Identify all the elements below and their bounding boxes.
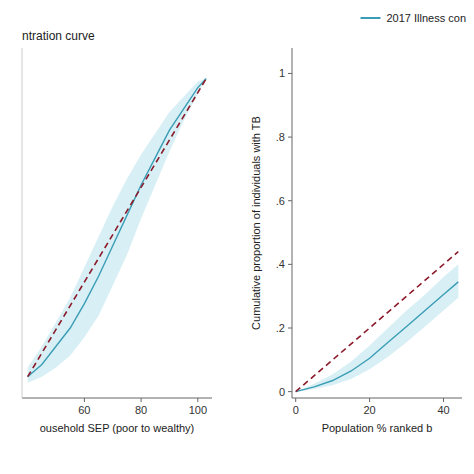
legend: 2017 Illness con xyxy=(361,12,467,24)
y-tick xyxy=(288,328,292,329)
chart-root: 6080100ntration curveousehold SEP (poor … xyxy=(0,0,474,474)
y-axis-line xyxy=(22,48,23,398)
panel: 60 80 100 ntration curve ousehold SEP (poor … xyxy=(22,29,212,434)
x-tick xyxy=(141,398,142,402)
y-axis-line xyxy=(292,48,293,398)
y-tick-label: .4 xyxy=(276,258,285,270)
ci-band xyxy=(296,264,459,391)
x-axis-label: ousehold SEP (poor to wealthy) xyxy=(40,422,195,434)
x-axis-line xyxy=(292,398,462,399)
legend-swatch xyxy=(361,17,381,19)
curve-line xyxy=(296,282,459,392)
x-tick xyxy=(443,398,444,402)
x-tick xyxy=(197,398,198,402)
x-tick-label: 80 xyxy=(135,404,147,416)
y-tick-label: .2 xyxy=(276,322,285,334)
y-axis-label: Cumulative proportion of individuals wit… xyxy=(250,116,262,330)
y-tick xyxy=(288,137,292,138)
equality-line xyxy=(28,78,207,376)
curve-line xyxy=(28,78,207,376)
x-tick-label: 20 xyxy=(363,404,375,416)
plot-area xyxy=(28,78,207,382)
y-tick xyxy=(288,264,292,265)
x-tick xyxy=(295,398,296,402)
y-tick-label: .8 xyxy=(276,131,285,143)
x-axis-label: Population % ranked b xyxy=(322,422,433,434)
y-tick xyxy=(288,391,292,392)
x-axis-line xyxy=(22,398,212,399)
x-tick-label: 0 xyxy=(293,404,299,416)
chart-title: ntration curve xyxy=(22,29,95,43)
y-tick-label: 0 xyxy=(279,386,285,398)
y-tick-label: 1 xyxy=(279,67,285,79)
y-tick-label: .6 xyxy=(276,195,285,207)
equality-line xyxy=(296,252,459,392)
legend-label: 2017 Illness con xyxy=(387,12,467,24)
x-tick-label: 60 xyxy=(78,404,90,416)
ci-band xyxy=(28,78,207,382)
x-tick-label: 100 xyxy=(189,404,207,416)
panel: 0 20 40 0 .2 .4 .6 .8 1 Population % ranked b Cumu… xyxy=(250,48,462,434)
y-tick xyxy=(288,200,292,201)
x-tick xyxy=(369,398,370,402)
x-tick-label: 40 xyxy=(437,404,449,416)
x-tick xyxy=(84,398,85,402)
plot-area xyxy=(296,252,459,392)
y-tick xyxy=(288,73,292,74)
